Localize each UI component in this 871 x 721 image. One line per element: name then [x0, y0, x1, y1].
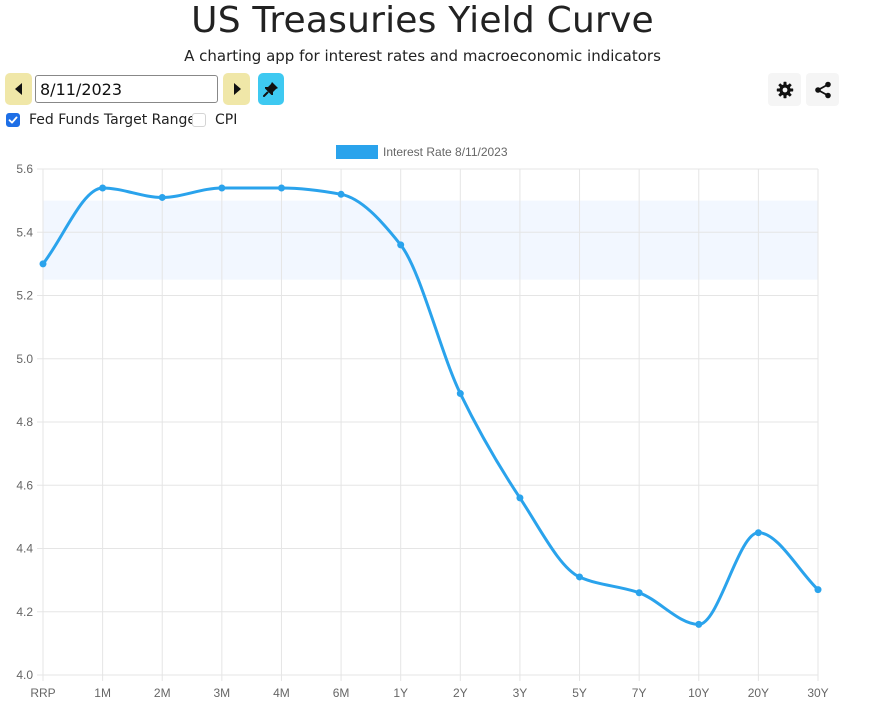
settings-button[interactable]	[768, 73, 801, 106]
y-tick-label: 4.0	[16, 668, 33, 682]
y-tick-label: 4.4	[16, 542, 33, 556]
fed-funds-checkbox-row[interactable]: Fed Funds Target Range	[6, 111, 196, 129]
date-input[interactable]	[35, 75, 218, 103]
cpi-checkbox-label: CPI	[215, 112, 238, 128]
pin-button[interactable]	[258, 73, 284, 105]
y-tick-label: 5.4	[16, 225, 33, 239]
data-point[interactable]	[456, 390, 464, 398]
data-point[interactable]	[397, 241, 405, 249]
x-tick-label: 2M	[154, 686, 171, 700]
fed-funds-checkbox[interactable]	[6, 113, 20, 127]
y-tick-label: 5.6	[16, 162, 33, 176]
x-tick-label: 20Y	[748, 686, 769, 700]
fed-funds-checkbox-label: Fed Funds Target Range	[29, 112, 197, 128]
chevron-left-icon	[14, 83, 22, 95]
data-point[interactable]	[754, 529, 762, 537]
x-tick-label: 10Y	[688, 686, 709, 700]
x-tick-label: 3M	[214, 686, 231, 700]
chevron-right-icon	[233, 83, 241, 95]
cpi-checkbox[interactable]	[192, 113, 206, 127]
data-point[interactable]	[337, 190, 345, 198]
fed-funds-band	[43, 200, 818, 280]
data-point[interactable]	[39, 260, 47, 268]
x-tick-label: RRP	[30, 686, 55, 700]
x-tick-label: 1M	[94, 686, 111, 700]
data-point[interactable]	[814, 586, 822, 594]
data-point[interactable]	[218, 184, 226, 192]
x-tick-label: 30Y	[807, 686, 828, 700]
x-tick-label: 1Y	[393, 686, 408, 700]
data-point[interactable]	[635, 589, 643, 597]
y-tick-label: 4.6	[16, 478, 33, 492]
x-tick-label: 5Y	[572, 686, 587, 700]
share-icon	[814, 81, 831, 98]
page-title: US Treasuries Yield Curve	[191, 0, 654, 41]
yield-curve-chart: 4.0 4.2 4.4 4.6 4.8 5.0 5.2 5.4 5.6 RRP 1M 2M 3M 4M 6M…	[16, 145, 829, 700]
x-tick-label: 6M	[333, 686, 350, 700]
data-point[interactable]	[695, 620, 703, 628]
y-tick-label: 4.2	[16, 605, 33, 619]
data-point[interactable]	[99, 184, 107, 192]
cpi-checkbox-row[interactable]: CPI	[192, 111, 237, 129]
previous-date-button[interactable]	[5, 73, 32, 105]
legend-label: Interest Rate 8/11/2023	[383, 145, 508, 159]
y-tick-label: 5.2	[16, 289, 33, 303]
share-button[interactable]	[806, 73, 839, 106]
x-tick-label: 7Y	[632, 686, 647, 700]
data-point[interactable]	[158, 193, 166, 201]
y-tick-label: 4.8	[16, 415, 33, 429]
x-tick-label: 2Y	[453, 686, 468, 700]
data-point[interactable]	[576, 573, 584, 581]
page-subtitle: A charting app for interest rates and ma…	[184, 47, 661, 65]
data-point[interactable]	[516, 494, 524, 502]
legend-swatch[interactable]	[336, 145, 378, 159]
y-tick-label: 5.0	[16, 352, 33, 366]
next-date-button[interactable]	[223, 73, 250, 105]
pin-icon	[263, 82, 278, 97]
x-tick-label: 4M	[273, 686, 290, 700]
check-icon	[8, 116, 18, 124]
data-point[interactable]	[277, 184, 285, 192]
gear-icon	[776, 81, 793, 98]
x-tick-label: 3Y	[513, 686, 528, 700]
